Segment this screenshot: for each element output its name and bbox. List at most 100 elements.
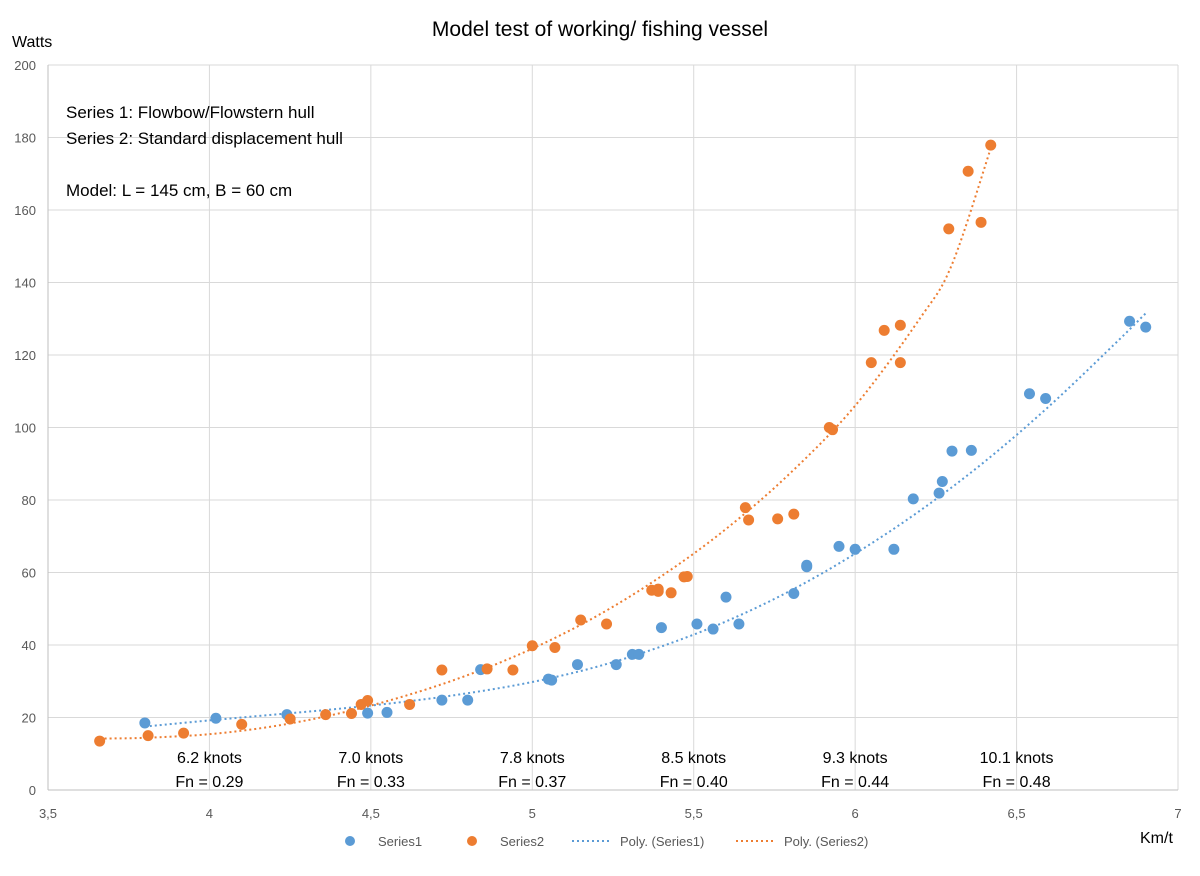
data-point-series1	[946, 445, 958, 457]
data-point-series1	[210, 712, 222, 724]
legend-label: Poly. (Series2)	[784, 834, 868, 849]
legend-item: Series2	[467, 834, 544, 849]
speed-knots-label: 7.0 knots	[338, 750, 403, 767]
data-point-series2	[436, 664, 448, 676]
x-tick-label: 7	[1174, 806, 1181, 821]
annotation-layer: 6.2 knots Fn = 0.29 7.0 knots Fn = 0.33 7.8 …	[175, 750, 1053, 791]
data-point-series2	[142, 730, 154, 742]
data-point-series2	[665, 587, 677, 599]
speed-knots-label: 7.8 knots	[500, 750, 565, 767]
data-point-series1	[707, 623, 719, 635]
legend-label: Series1	[378, 834, 422, 849]
y-tick-label: 160	[14, 203, 36, 218]
points-layer	[94, 139, 1152, 747]
data-point-series1	[436, 694, 448, 706]
data-point-series1	[888, 543, 900, 555]
x-tick-label: 6	[852, 806, 859, 821]
y-tick-label: 60	[22, 566, 36, 581]
legend-marker	[467, 836, 477, 846]
legend-label: Poly. (Series1)	[620, 834, 704, 849]
y-tick-label: 200	[14, 58, 36, 73]
data-point-series1	[733, 618, 745, 630]
data-point-series2	[865, 357, 877, 369]
froude-number-label: Fn = 0.33	[337, 774, 405, 791]
speed-knots-label: 10.1 knots	[980, 750, 1054, 767]
speed-knots-label: 6.2 knots	[177, 750, 242, 767]
data-point-series1	[720, 591, 732, 603]
legend-item: Poly. (Series1)	[572, 834, 704, 849]
froude-number-label: Fn = 0.40	[660, 774, 728, 791]
data-point-series2	[601, 618, 613, 630]
data-point-series2	[507, 664, 519, 676]
trendline-series2	[99, 148, 992, 740]
legend-item: Poly. (Series2)	[736, 834, 868, 849]
data-point-series1	[965, 444, 977, 456]
y-tick-label: 0	[29, 783, 36, 798]
data-point-series1	[691, 618, 703, 630]
data-point-series2	[788, 508, 800, 520]
legend-layer: Series1 Series2 Poly. (Series1) Poly. (Seri…	[345, 834, 868, 849]
data-point-series2	[894, 319, 906, 331]
data-point-series2	[526, 640, 538, 652]
data-point-series2	[681, 570, 693, 582]
data-point-series2	[94, 735, 106, 747]
data-point-series2	[894, 357, 906, 369]
data-point-series2	[827, 424, 839, 436]
data-point-series2	[575, 614, 587, 626]
grid-layer	[48, 64, 1179, 791]
data-point-series2	[878, 324, 890, 336]
axis-layer: 0 20 40 60 80 100 120 140 160 180 200 3,5 4 4,5 5 5,5 6 6…	[14, 58, 1181, 821]
y-tick-label: 40	[22, 638, 36, 653]
y-tick-label: 120	[14, 348, 36, 363]
data-point-series2	[178, 727, 190, 739]
data-point-series1	[362, 707, 374, 719]
data-point-series1	[1124, 315, 1136, 327]
data-point-series2	[739, 502, 751, 514]
data-point-series2	[985, 139, 997, 151]
data-point-series1	[1023, 388, 1035, 400]
x-tick-label: 4	[206, 806, 213, 821]
data-point-series2	[345, 708, 357, 720]
legend-item: Series1	[345, 834, 422, 849]
x-tick-label: 5,5	[685, 806, 703, 821]
y-axis-label: Watts	[12, 34, 52, 51]
x-tick-label: 3,5	[39, 806, 57, 821]
data-point-series1	[381, 706, 393, 718]
data-point-series2	[943, 223, 955, 235]
legend-label: Series2	[500, 834, 544, 849]
data-point-series1	[571, 659, 583, 671]
data-point-series1	[1040, 393, 1052, 404]
data-point-series1	[933, 487, 945, 499]
annotation-series1: Series 1: Flowbow/Flowstern hull	[66, 103, 314, 122]
data-point-series2	[549, 642, 561, 654]
speed-knots-label: 9.3 knots	[823, 750, 888, 767]
froude-number-label: Fn = 0.48	[983, 774, 1051, 791]
froude-number-label: Fn = 0.29	[175, 774, 243, 791]
data-point-series1	[610, 659, 622, 671]
data-point-series1	[1140, 321, 1152, 333]
data-point-series1	[655, 622, 667, 634]
data-point-series1	[633, 648, 645, 660]
data-point-series2	[362, 694, 374, 706]
data-point-series2	[236, 718, 248, 730]
data-point-series1	[907, 493, 919, 505]
data-point-series2	[743, 514, 755, 526]
data-point-series2	[320, 709, 332, 721]
data-point-series2	[772, 513, 784, 525]
legend-marker	[345, 836, 355, 846]
x-tick-label: 6,5	[1008, 806, 1026, 821]
trendline-series1	[144, 312, 1147, 728]
data-point-series2	[975, 216, 987, 228]
x-tick-label: 5	[529, 806, 536, 821]
data-point-series2	[481, 663, 493, 675]
data-point-series1	[139, 717, 151, 729]
annotation-series2: Series 2: Standard displacement hull	[66, 129, 343, 148]
data-point-series1	[462, 694, 474, 706]
y-tick-label: 100	[14, 421, 36, 436]
data-point-series2	[284, 713, 296, 725]
y-tick-label: 140	[14, 276, 36, 291]
data-point-series1	[546, 674, 558, 686]
data-point-series2	[962, 165, 974, 177]
